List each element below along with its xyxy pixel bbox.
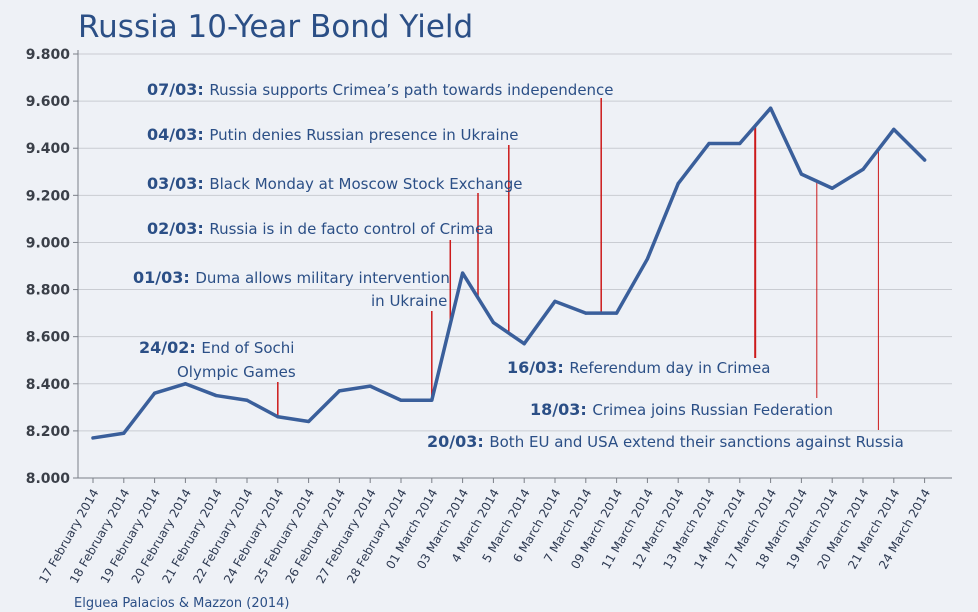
data-point [892,127,896,131]
data-point [122,431,126,435]
annotation-date: 20/03 [427,432,477,451]
data-point [861,167,865,172]
data-point [491,320,495,325]
chart-title: Russia 10-Year Bond Yield [78,9,473,45]
series-line [91,106,927,440]
annotation-date: 02/03 [147,219,197,238]
annotation-colon: : [183,268,195,287]
data-point [399,398,403,402]
y-tick-label: 9.400 [26,141,71,157]
data-point [307,419,311,424]
data-point [430,398,434,402]
y-tick-label: 9.000 [26,235,71,251]
data-point [615,311,619,315]
annotation-colon: : [580,400,592,419]
annotation-body: Duma allows military intervention [195,269,449,287]
annotation-text: 04/03: Putin denies Russian presence in … [147,125,518,144]
y-tick-label: 8.200 [26,424,71,440]
data-point [553,299,557,303]
data-point [769,106,773,110]
y-tick-label: 8.600 [26,330,71,346]
data-point [522,342,526,346]
annotation-body: Putin denies Russian presence in Ukraine [209,126,518,144]
data-point [153,391,157,395]
annotation-body: Crimea joins Russian Federation [592,401,833,419]
annotation-date: 16/03 [507,358,557,377]
data-point [214,393,218,398]
data-point [183,382,187,386]
annotation-date: 07/03 [147,80,197,99]
series-layer [91,106,927,440]
annotation-text: 24/02: End of Sochi [139,338,294,357]
data-point [461,271,465,275]
annotation-body: Black Monday at Moscow Stock Exchange [209,175,522,193]
data-point [91,436,95,440]
event-annotations: 07/03: Russia supports Crimea’s path tow… [133,80,904,451]
y-tick-label: 9.600 [26,94,71,110]
data-point [337,389,341,393]
annotation-date: 03/03 [147,174,197,193]
annotation-colon: : [557,358,569,377]
annotation-colon: : [197,174,209,193]
annotation-colon: : [477,432,489,451]
event-marker-lines [277,98,879,430]
annotation-text: 16/03: Referendum day in Crimea [507,358,770,377]
data-point [676,181,680,186]
annotation-text: 01/03: Duma allows military intervention [133,268,450,287]
annotation-text: 03/03: Black Monday at Moscow Stock Exch… [147,174,523,193]
annotation-colon: : [189,338,201,357]
annotation-colon: : [197,80,209,99]
data-point [738,141,742,146]
annotation-colon: : [197,125,209,144]
annotation-text: 18/03: Crimea joins Russian Federation [530,400,833,419]
annotation-text: 20/03: Both EU and USA extend their sanc… [427,432,904,451]
annotation-text-line2: Olympic Games [177,363,296,381]
gridlines [73,53,952,479]
annotation-body: Russia is in de facto control of Crimea [209,220,493,238]
annotation-colon: : [197,219,209,238]
y-tick-label: 8.400 [26,377,71,393]
source-credit: Elguea Palacios & Mazzon (2014) [74,596,289,611]
y-tick-label: 8.800 [26,283,71,299]
annotation-body: End of Sochi [201,339,294,357]
data-point [584,311,588,315]
annotation-date: 24/02 [139,338,189,357]
annotation-date: 01/03 [133,268,183,287]
data-point [707,141,711,146]
y-tick-label: 8.000 [26,471,71,487]
annotation-body: Russia supports Crimea’s path towards in… [209,81,613,99]
y-tick-label: 9.200 [26,188,71,204]
data-point [645,257,650,261]
y-tick-labels: 8.000 8.200 8.400 8.600 8.800 9.000 9.200 9.400… [26,47,71,487]
y-tick-label: 9.800 [26,47,71,63]
axes [77,50,952,479]
annotation-text: 07/03: Russia supports Crimea’s path tow… [147,80,614,99]
data-point [245,398,249,402]
data-point [923,158,927,162]
annotation-text: 02/03: Russia is in de facto control of … [147,219,493,238]
data-point [368,384,372,388]
data-point [830,186,834,190]
annotation-body: Referendum day in Crimea [569,359,770,377]
data-point [276,415,280,419]
data-point [799,172,804,176]
annotation-text-line2: in Ukraine [371,292,447,310]
annotation-body: Both EU and USA extend their sanctions a… [489,433,903,451]
annotation-date: 18/03 [530,400,580,419]
annotation-date: 04/03 [147,125,197,144]
